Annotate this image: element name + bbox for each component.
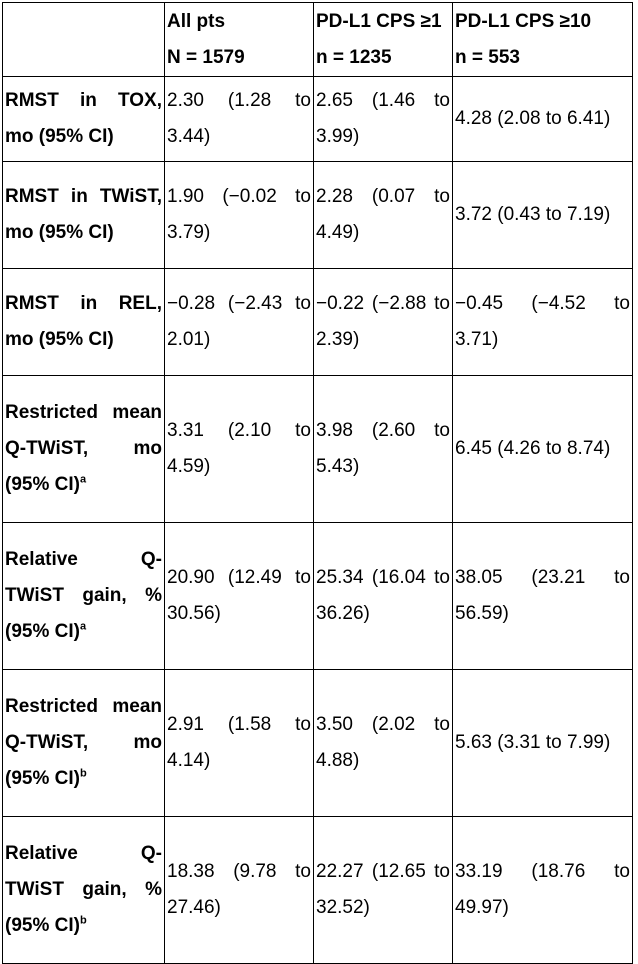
table-row: Relative Q-TWiST gain, % (95% CI)a 20.90… [2,522,633,670]
cell-cps1: 2.65 (1.46 to 3.99) [313,76,453,162]
row-label: Relative Q-TWiST gain, % (95% CI)a [2,522,165,670]
cell-cps1: 2.28 (0.07 to 4.49) [313,161,453,269]
row-label-text: RMST in TWiST, mo (95% CI) [5,186,162,243]
cell-cps10: 5.63 (3.31 to 7.99) [452,669,633,817]
row-label: Restricted mean Q-TWiST, mo (95% CI)a [2,375,165,523]
header-all-pts-title: All pts [167,10,226,32]
cell-cps10: 3.72 (0.43 to 7.19) [452,161,633,269]
cell-cps10: 4.28 (2.08 to 6.41) [452,76,633,162]
footnote-marker: a [79,620,87,633]
header-row: All pts N = 1579 PD-L1 CPS ≥1 n = 1235 P… [2,2,633,77]
cell-cps10: 33.19 (18.76 to 49.97) [452,816,633,964]
row-label: RMST in TWiST, mo (95% CI) [2,161,165,269]
cell-cps1: 3.98 (2.60 to 5.43) [313,375,453,523]
cell-all-pts: 20.90 (12.49 to 30.56) [164,522,314,670]
row-label-text: RMST in REL, mo (95% CI) [5,293,162,350]
table-row: Restricted mean Q-TWiST, mo (95% CI)a 3.… [2,375,633,523]
row-label: Restricted mean Q-TWiST, mo (95% CI)b [2,669,165,817]
cell-all-pts: 3.31 (2.10 to 4.59) [164,375,314,523]
cell-cps1: 22.27 (12.65 to 32.52) [313,816,453,964]
footnote-marker: a [79,473,87,486]
row-label-text: RMST in TOX, mo (95% CI) [5,90,162,147]
row-label-text: Restricted mean Q-TWiST, mo (95% CI) [5,696,162,789]
cell-cps1: −0.22 (−2.88 to 2.39) [313,268,453,376]
table-row: RMST in TWiST, mo (95% CI) 1.90 (−0.02 t… [2,161,633,269]
footnote-marker: b [79,767,87,780]
cell-all-pts: 18.38 (9.78 to 27.46) [164,816,314,964]
header-cps10-title: PD-L1 CPS ≥10 [455,10,592,32]
table-row: RMST in REL, mo (95% CI) −0.28 (−2.43 to… [2,268,633,376]
cell-all-pts: −0.28 (−2.43 to 2.01) [164,268,314,376]
header-empty-cell [2,2,165,77]
header-all-pts: All pts N = 1579 [164,2,314,77]
row-label: Relative Q-TWiST gain, % (95% CI)b [2,816,165,964]
header-all-pts-n: N = 1579 [167,46,245,68]
cell-cps10: −0.45 (−4.52 to 3.71) [452,268,633,376]
row-label: RMST in TOX, mo (95% CI) [2,76,165,162]
cell-cps1: 25.34 (16.04 to 36.26) [313,522,453,670]
row-label-text: Relative Q-TWiST gain, % (95% CI) [5,843,162,936]
cell-all-pts: 2.91 (1.58 to 4.14) [164,669,314,817]
table-row: RMST in TOX, mo (95% CI) 2.30 (1.28 to 3… [2,76,633,162]
row-label: RMST in REL, mo (95% CI) [2,268,165,376]
cell-cps10: 6.45 (4.26 to 8.74) [452,375,633,523]
header-cps1-title: PD-L1 CPS ≥1 [316,10,442,32]
row-label-text: Restricted mean Q-TWiST, mo (95% CI) [5,402,162,495]
table-row: Relative Q-TWiST gain, % (95% CI)b 18.38… [2,816,633,964]
cell-cps1: 3.50 (2.02 to 4.88) [313,669,453,817]
table-row: Restricted mean Q-TWiST, mo (95% CI)b 2.… [2,669,633,817]
footnote-marker: b [79,914,87,927]
header-cps1: PD-L1 CPS ≥1 n = 1235 [313,2,453,77]
cell-all-pts: 1.90 (−0.02 to 3.79) [164,161,314,269]
cell-all-pts: 2.30 (1.28 to 3.44) [164,76,314,162]
cell-cps10: 38.05 (23.21 to 56.59) [452,522,633,670]
header-cps10: PD-L1 CPS ≥10 n = 553 [452,2,633,77]
header-cps10-n: n = 553 [455,46,520,68]
row-label-text: Relative Q-TWiST gain, % (95% CI) [5,549,162,642]
header-cps1-n: n = 1235 [316,46,392,68]
